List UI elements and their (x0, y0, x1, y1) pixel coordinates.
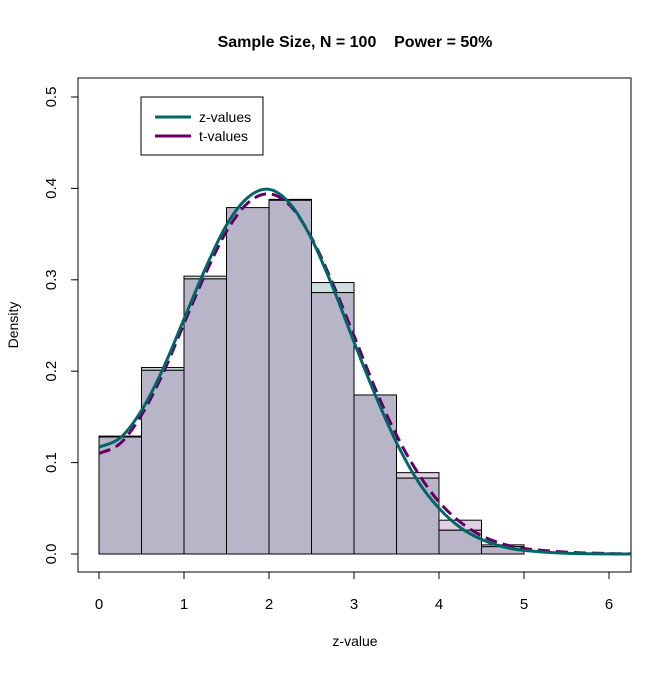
histogram-bar (438, 529, 482, 555)
chart-title: Sample Size, N = 100 Power = 50% (218, 34, 493, 51)
histogram-bar (226, 207, 270, 555)
x-tick-label: 2 (265, 596, 273, 613)
z-values-curve (98, 187, 631, 556)
histogram-bar (183, 278, 227, 555)
x-axis-label: z-value (332, 633, 377, 649)
legend-t-label: t-values (199, 128, 248, 144)
y-tick-label: 0.4 (43, 178, 60, 199)
x-tick-label: 1 (180, 596, 188, 613)
legend-box (140, 96, 264, 156)
histogram-bar (396, 477, 440, 555)
x-tick-label: 5 (520, 596, 528, 613)
histogram-bar (98, 436, 142, 555)
x-tick-label: 6 (605, 596, 613, 613)
y-tick-label: 0.0 (43, 544, 60, 565)
t-values-curve (98, 192, 631, 556)
legend: z-values t-values (140, 96, 264, 156)
bar-t-excess (396, 472, 440, 479)
y-tick-label: 0.2 (43, 361, 60, 382)
histogram-bar (311, 292, 355, 555)
y-axis-label: Density (5, 302, 21, 349)
legend-z-label: z-values (199, 109, 251, 125)
x-tick-label: 4 (435, 596, 443, 613)
y-tick-label: 0.5 (43, 87, 60, 108)
y-tick-label: 0.1 (43, 452, 60, 473)
x-tick-label: 3 (350, 596, 358, 613)
histogram-bar (268, 199, 312, 555)
x-tick-label: 0 (95, 596, 103, 613)
y-tick-label: 0.3 (43, 269, 60, 290)
